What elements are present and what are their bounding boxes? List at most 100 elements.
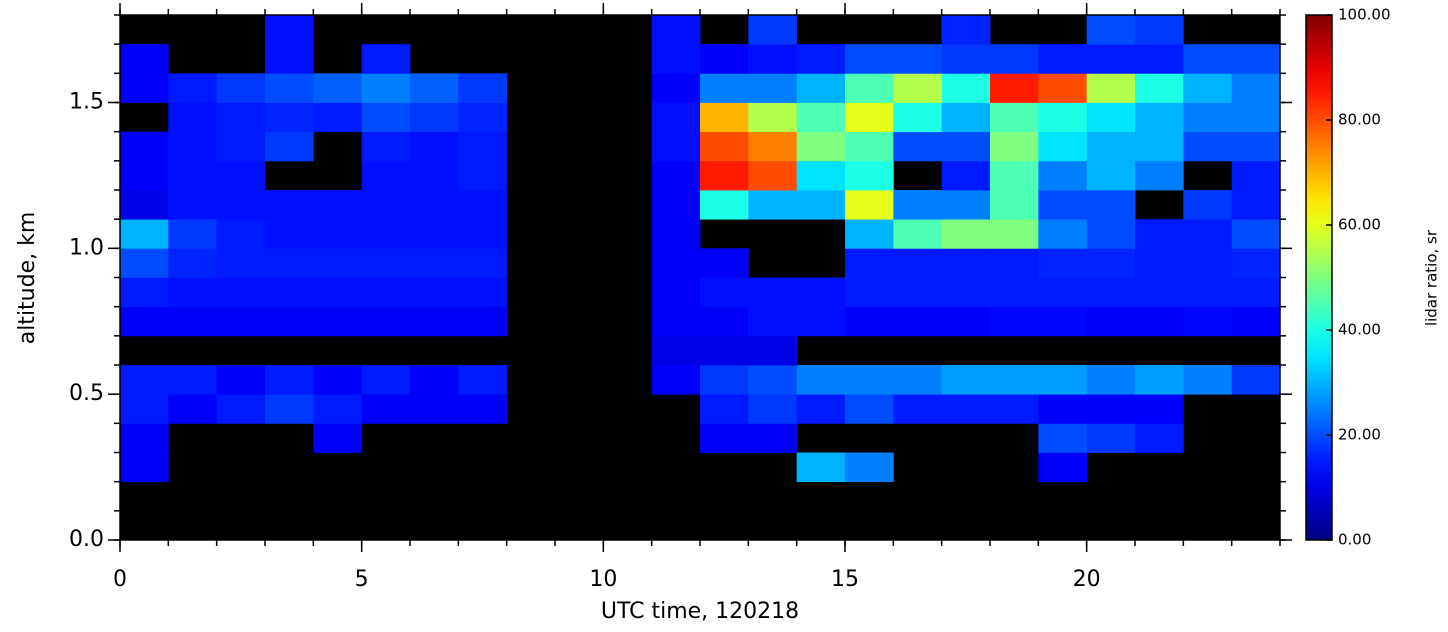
heatmap-cell xyxy=(361,102,411,133)
heatmap-cell xyxy=(458,131,508,162)
heatmap-cell xyxy=(1135,44,1184,74)
heatmap-cell xyxy=(990,277,1039,308)
heatmap-cell xyxy=(893,131,943,162)
heatmap-cell xyxy=(1231,73,1281,103)
heatmap-cell xyxy=(651,131,701,162)
heatmap-cell xyxy=(1086,102,1136,133)
heatmap-cell xyxy=(700,160,749,191)
heatmap-cell xyxy=(361,365,411,395)
heatmap-cell xyxy=(700,44,749,74)
heatmap-cell xyxy=(120,44,169,74)
heatmap-cell xyxy=(1135,131,1184,162)
heatmap-cell xyxy=(1086,248,1136,278)
heatmap-cell xyxy=(265,131,314,162)
heatmap-cell xyxy=(265,44,314,74)
heatmap-cell xyxy=(700,306,749,337)
heatmap-cell xyxy=(893,365,943,395)
heatmap-cell xyxy=(1183,44,1233,74)
heatmap-cell xyxy=(845,306,894,337)
heatmap-cell xyxy=(1183,73,1233,103)
heatmap-cell xyxy=(990,248,1039,278)
heatmap-cell xyxy=(120,452,169,483)
heatmap-cell xyxy=(168,190,218,220)
heatmap-cell xyxy=(361,248,411,278)
heatmap-cell xyxy=(1038,365,1088,395)
heatmap-cell xyxy=(941,248,991,278)
heatmap-cell xyxy=(700,102,749,133)
heatmap-cell xyxy=(1038,219,1088,249)
heatmap-cell xyxy=(361,306,411,337)
heatmap-cell xyxy=(651,15,701,45)
heatmap-cell xyxy=(1086,131,1136,162)
y-tick-label: 0.0 xyxy=(69,527,104,552)
heatmap-cell xyxy=(990,131,1039,162)
heatmap-cell xyxy=(700,248,749,278)
heatmap-cell xyxy=(361,190,411,220)
heatmap-cell xyxy=(845,190,894,220)
heatmap-cell xyxy=(1038,423,1088,453)
heatmap-cell xyxy=(845,248,894,278)
heatmap-cell xyxy=(361,131,411,162)
heatmap-cell xyxy=(1231,131,1281,162)
colorbar-tick-label: 20.00 xyxy=(1338,426,1381,444)
heatmap-cell xyxy=(651,335,701,366)
x-axis-label: UTC time, 120218 xyxy=(601,599,799,624)
heatmap-cell xyxy=(216,160,266,191)
colorbar-tick-label: 60.00 xyxy=(1338,216,1381,234)
heatmap-cell xyxy=(168,102,218,133)
heatmap-cell xyxy=(1038,190,1088,220)
heatmap-cell xyxy=(1038,44,1088,74)
heatmap-cell xyxy=(1183,365,1233,395)
x-tick-label: 0 xyxy=(113,567,127,592)
heatmap-cell xyxy=(1135,102,1184,133)
heatmap-cell xyxy=(893,190,943,220)
heatmap-cell xyxy=(1183,219,1233,249)
heatmap-cell xyxy=(1038,306,1088,337)
heatmap-cell xyxy=(748,394,798,424)
heatmap-cell xyxy=(748,102,798,133)
heatmap-cell xyxy=(361,219,411,249)
heatmap-cell xyxy=(313,365,363,395)
heatmap-cell xyxy=(845,131,894,162)
heatmap-cell xyxy=(265,15,314,45)
heatmap-cell xyxy=(1231,365,1281,395)
y-axis-label: altitude, km xyxy=(15,212,40,345)
heatmap-cell xyxy=(941,102,991,133)
heatmap-cell xyxy=(458,248,508,278)
heatmap-cell xyxy=(410,394,459,424)
heatmap-cell xyxy=(410,190,459,220)
heatmap-cell xyxy=(265,190,314,220)
heatmap-cell xyxy=(700,365,749,395)
heatmap-cell xyxy=(1183,131,1233,162)
heatmap-cell xyxy=(265,248,314,278)
heatmap-cell xyxy=(1086,423,1136,453)
heatmap-cell xyxy=(168,248,218,278)
heatmap-cell xyxy=(458,160,508,191)
heatmap-cell xyxy=(1183,190,1233,220)
colorbar-tick-label: 40.00 xyxy=(1338,321,1381,339)
heatmap-cell xyxy=(893,248,943,278)
heatmap-cell xyxy=(700,423,749,453)
heatmap-cell xyxy=(313,248,363,278)
heatmap-cell xyxy=(1038,160,1088,191)
heatmap-cell xyxy=(893,44,943,74)
heatmap-cell xyxy=(168,131,218,162)
heatmap-cell xyxy=(748,131,798,162)
heatmap-cell xyxy=(120,131,169,162)
heatmap-cell xyxy=(796,160,846,191)
heatmap-cell xyxy=(748,160,798,191)
heatmap-cell xyxy=(1231,277,1281,308)
heatmap-cell xyxy=(313,394,363,424)
heatmap-cell xyxy=(216,306,266,337)
heatmap-cell xyxy=(845,44,894,74)
heatmap-cell xyxy=(361,44,411,74)
heatmap-cell xyxy=(748,423,798,453)
heatmap-cell xyxy=(990,102,1039,133)
heatmap-cell xyxy=(120,160,169,191)
heatmap-cell xyxy=(410,277,459,308)
heatmap-cell xyxy=(120,277,169,308)
heatmap-cell xyxy=(1231,190,1281,220)
heatmap-cell xyxy=(410,248,459,278)
heatmap-cell xyxy=(313,190,363,220)
